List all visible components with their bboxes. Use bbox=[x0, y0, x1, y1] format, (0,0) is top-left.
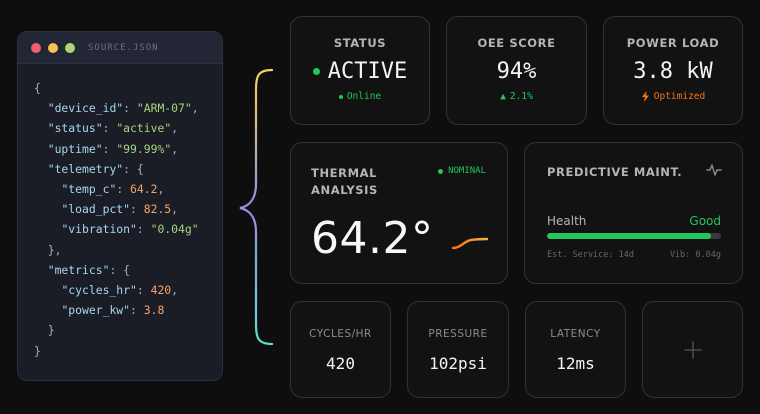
predictive-maintenance-card[interactable]: PREDICTIVE MAINT. Health Good Est. Servi… bbox=[524, 142, 743, 284]
plus-icon[interactable] bbox=[683, 340, 702, 359]
code-power-kw: 3.8 bbox=[143, 303, 165, 318]
code-load-pct: 82.5 bbox=[143, 202, 172, 217]
status-dot-icon bbox=[312, 68, 320, 75]
oee-sub: 2.1% bbox=[509, 91, 533, 102]
status-value: ACTIVE bbox=[327, 59, 408, 84]
oee-label: OEE SCORE bbox=[477, 36, 556, 50]
cycles-card[interactable]: CYCLES/HR 420 bbox=[290, 301, 391, 398]
health-value: Good bbox=[689, 214, 721, 228]
add-widget-card[interactable] bbox=[642, 301, 743, 398]
latency-label: LATENCY bbox=[550, 328, 601, 340]
power-load-card[interactable]: POWER LOAD 3.8 kW Optimized bbox=[603, 16, 743, 125]
online-dot-icon bbox=[338, 94, 343, 99]
lightning-icon bbox=[641, 91, 649, 102]
power-sub: Optimized bbox=[653, 91, 706, 102]
oee-value: 94% bbox=[496, 59, 537, 84]
source-json-editor: SOURCE.JSON { "device_id": "ARM-07", "st… bbox=[17, 31, 223, 381]
temperature-value: 64.2° bbox=[311, 213, 434, 264]
thermal-label: THERMAL ANALYSIS bbox=[311, 166, 378, 197]
temperature-sparkline bbox=[451, 237, 489, 250]
nominal-text: NOMINAL bbox=[448, 166, 486, 176]
maximize-window-dot[interactable] bbox=[65, 42, 75, 53]
editor-titlebar: SOURCE.JSON bbox=[18, 32, 222, 64]
status-label: STATUS bbox=[333, 36, 387, 50]
trend-up-icon: ▲ bbox=[500, 91, 506, 102]
est-service-text: Est. Service: 14d bbox=[547, 250, 634, 260]
latency-card[interactable]: LATENCY 12ms bbox=[525, 301, 626, 398]
cycles-label: CYCLES/HR bbox=[309, 328, 372, 340]
code-vibration: 0.04g bbox=[157, 222, 192, 237]
code-cycles-hr: 420 bbox=[150, 283, 172, 298]
code-block: { "device_id": "ARM-07", "status": "acti… bbox=[34, 81, 199, 358]
pressure-value: 102psi bbox=[429, 354, 487, 373]
latency-value: 12ms bbox=[556, 354, 595, 373]
code-status: active bbox=[123, 121, 165, 136]
code-device-id: ARM-07 bbox=[143, 101, 185, 116]
close-window-dot[interactable] bbox=[31, 42, 41, 53]
pressure-label: PRESSURE bbox=[428, 328, 488, 340]
editor-filename: SOURCE.JSON bbox=[88, 42, 159, 53]
health-label: Health bbox=[547, 214, 587, 228]
code-uptime: 99.99% bbox=[123, 141, 165, 156]
power-label: POWER LOAD bbox=[626, 36, 720, 50]
predictive-label: PREDICTIVE MAINT. bbox=[547, 165, 683, 179]
health-bar bbox=[547, 233, 721, 239]
status-sub: Online bbox=[346, 91, 382, 102]
health-bar-fill bbox=[547, 233, 711, 239]
pulse-icon[interactable] bbox=[706, 163, 722, 177]
nominal-dot-icon bbox=[438, 168, 444, 174]
code-temp-c: 64.2 bbox=[130, 182, 158, 197]
power-value: 3.8 kW bbox=[633, 59, 713, 84]
vibration-text: Vib: 0.04g bbox=[669, 250, 721, 260]
cycles-value: 420 bbox=[326, 354, 355, 373]
curly-brace-connector bbox=[239, 68, 274, 346]
pressure-card[interactable]: PRESSURE 102psi bbox=[407, 301, 509, 398]
thermal-analysis-card[interactable]: THERMAL ANALYSIS NOMINAL 64.2° bbox=[290, 142, 508, 284]
nominal-badge: NOMINAL bbox=[438, 166, 486, 176]
oee-score-card[interactable]: OEE SCORE 94% ▲ 2.1% bbox=[446, 16, 587, 125]
status-card[interactable]: STATUS ACTIVE Online bbox=[290, 16, 430, 125]
minimize-window-dot[interactable] bbox=[48, 42, 58, 53]
